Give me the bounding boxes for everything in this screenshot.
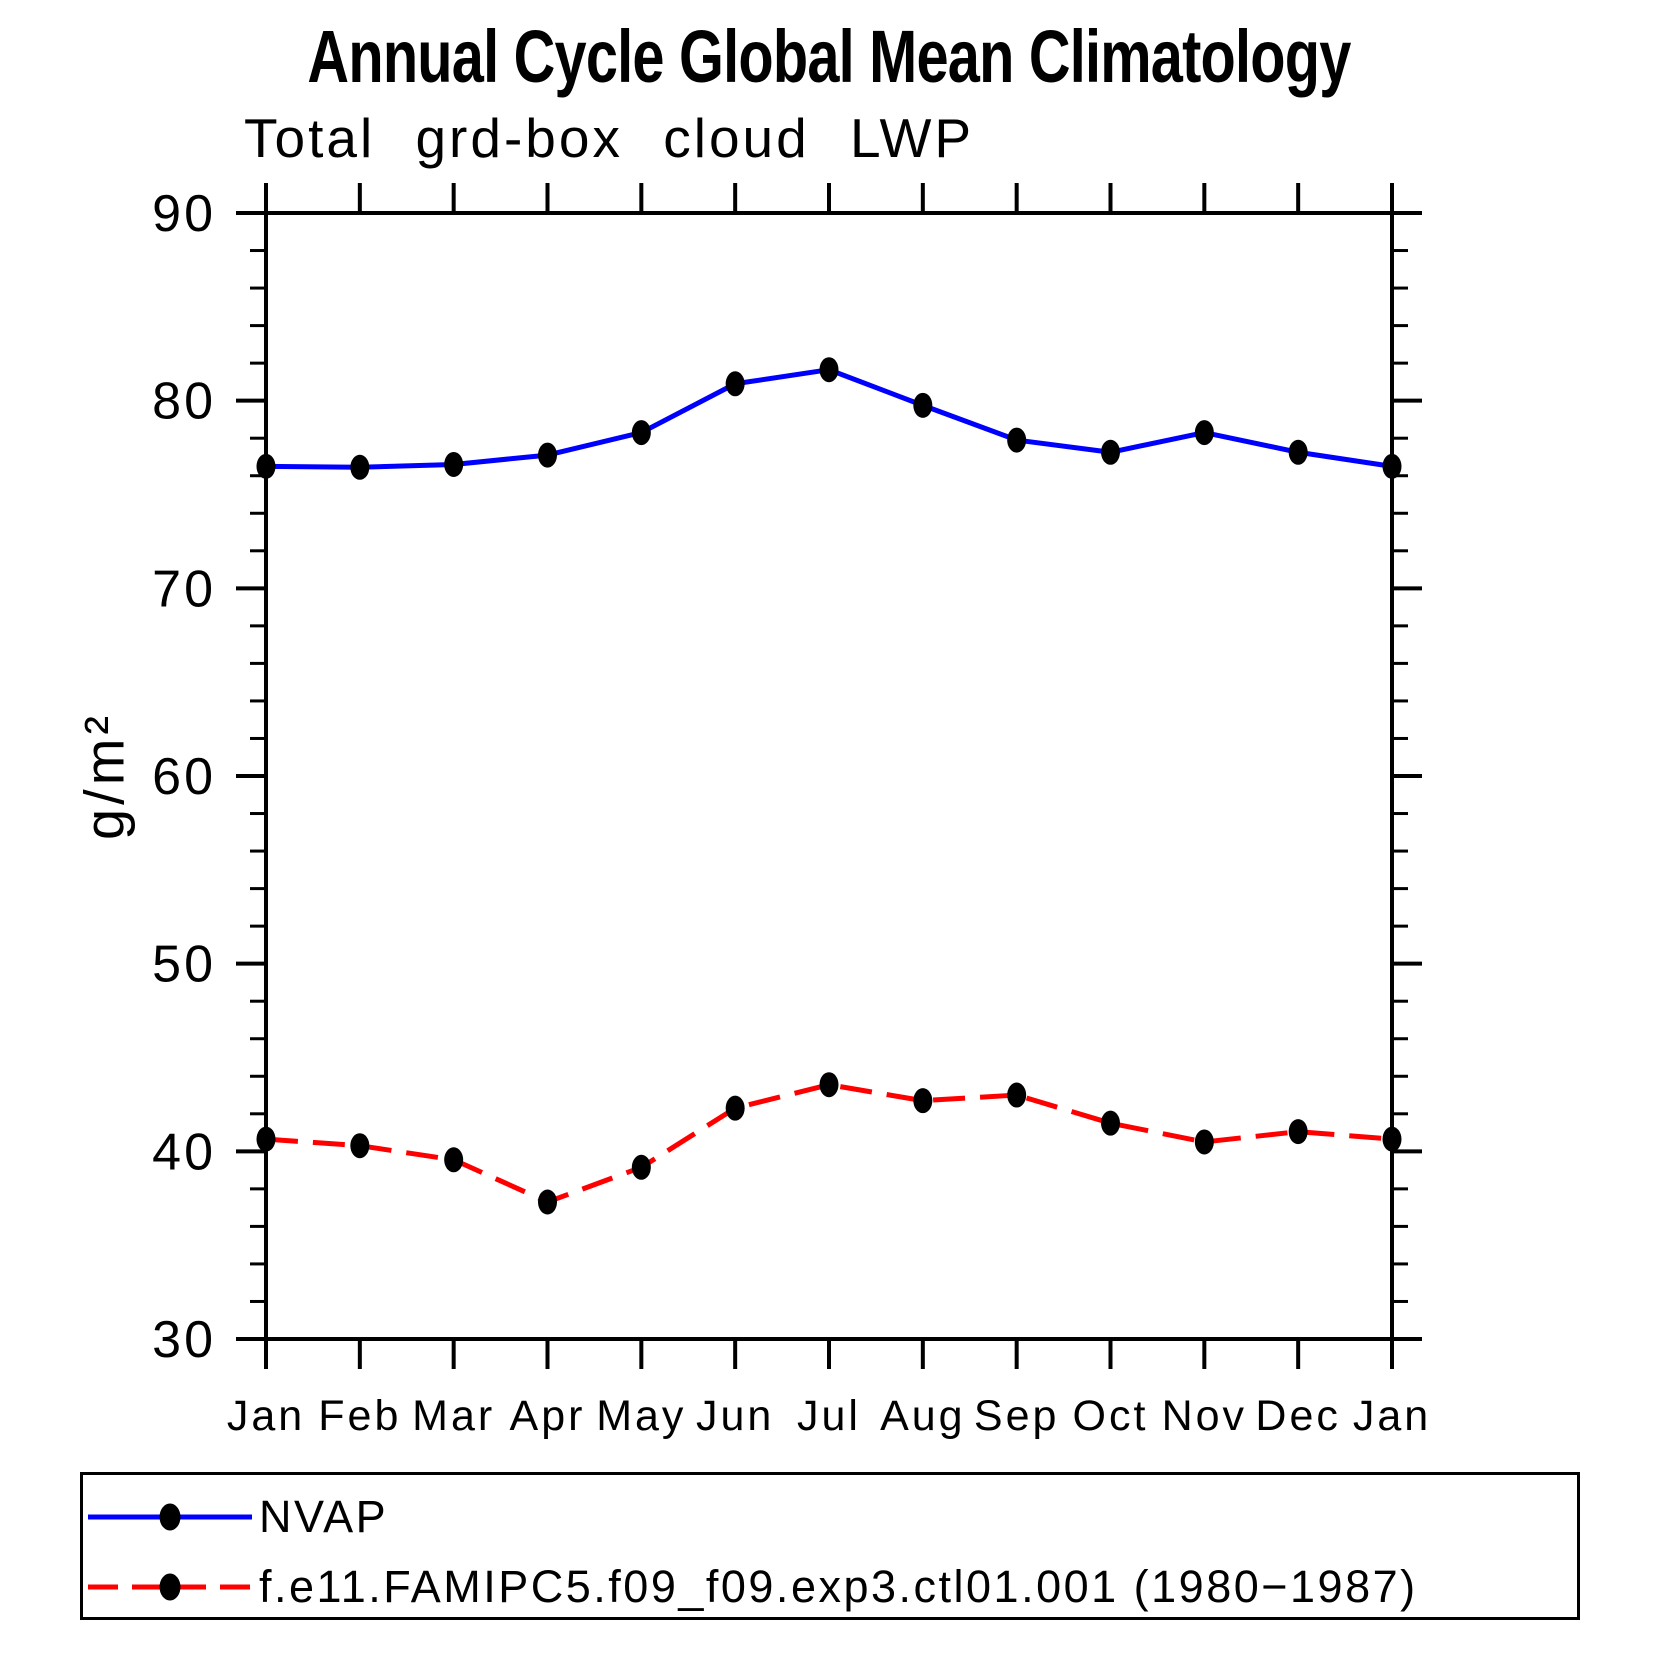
data-point-marker xyxy=(538,442,557,468)
x-tick-label: Jul xyxy=(797,1392,861,1440)
x-tick-label: Apr xyxy=(510,1392,586,1440)
data-point-marker xyxy=(1382,453,1402,479)
x-tick-label: Mar xyxy=(412,1392,495,1440)
data-point-marker xyxy=(444,1147,464,1173)
x-tick-label: Jun xyxy=(696,1392,774,1440)
data-point-marker xyxy=(819,1072,839,1098)
data-point-marker xyxy=(913,1088,933,1114)
model-series xyxy=(256,1072,1402,1215)
data-point-marker xyxy=(725,1095,745,1121)
data-point-marker xyxy=(1007,427,1027,453)
x-tick-label: Jan xyxy=(1353,1392,1431,1440)
legend-item-nvap: NVAP xyxy=(85,1487,388,1547)
data-point-marker xyxy=(725,371,745,397)
data-point-marker xyxy=(913,392,933,418)
y-tick-label: 30 xyxy=(152,1311,216,1369)
chart-subtitle: Total grd-box cloud LWP xyxy=(244,107,975,169)
y-tick-label: 60 xyxy=(152,748,216,806)
data-point-marker xyxy=(1101,439,1120,465)
legend-line-sample-model xyxy=(88,1573,252,1601)
data-point-marker xyxy=(1288,439,1308,465)
y-tick-label: 80 xyxy=(152,373,216,431)
data-point-marker xyxy=(1194,1129,1214,1155)
legend-item-model: f.e11.FAMIPC5.f09_f09.exp3.ctl01.001 (19… xyxy=(85,1557,1418,1617)
data-point-marker xyxy=(1007,1082,1027,1108)
x-tick-label: Sep xyxy=(974,1392,1060,1440)
x-tick-label: Aug xyxy=(880,1392,966,1440)
x-tick-label: Feb xyxy=(318,1392,401,1440)
legend-label-nvap: NVAP xyxy=(259,1491,389,1542)
data-point-marker xyxy=(1382,1126,1402,1152)
data-point-marker xyxy=(1101,1110,1120,1136)
y-tick-label: 40 xyxy=(152,1123,216,1181)
data-point-marker xyxy=(1288,1119,1308,1145)
data-point-marker xyxy=(256,1126,276,1152)
data-point-marker xyxy=(1194,420,1214,446)
legend-line-sample-nvap xyxy=(88,1503,252,1531)
x-tick-label: May xyxy=(596,1392,686,1440)
axes: 30 40 50 60 70 80 90 Jan Feb Mar Apr May Jun Jul Aug Se… xyxy=(152,183,1431,1440)
x-tick-label: Oct xyxy=(1073,1392,1149,1440)
chart-title: Annual Cycle Global Mean Climatology xyxy=(307,15,1351,98)
legend-marker-icon xyxy=(159,1503,181,1531)
y-tick-label: 70 xyxy=(152,560,216,618)
data-point-marker xyxy=(350,1133,370,1159)
data-point-marker xyxy=(538,1189,557,1215)
data-point-marker xyxy=(256,453,276,479)
y-tick-label: 50 xyxy=(152,936,216,994)
x-tick-label: Jan xyxy=(227,1392,305,1440)
data-point-marker xyxy=(350,454,370,480)
data-point-marker xyxy=(631,420,651,446)
legend-box: NVAP f.e11.FAMIPC5.f09_f09.exp3.ctl01.00… xyxy=(80,1472,1580,1620)
legend-label-model: f.e11.FAMIPC5.f09_f09.exp3.ctl01.001 (19… xyxy=(259,1561,1418,1612)
data-point-marker xyxy=(631,1154,651,1180)
x-tick-label: Nov xyxy=(1162,1392,1247,1440)
x-tick-label: Dec xyxy=(1255,1392,1340,1440)
y-tick-label: 90 xyxy=(152,185,216,243)
data-point-marker xyxy=(819,357,839,383)
legend-marker-icon xyxy=(159,1573,181,1601)
data-point-marker xyxy=(444,451,464,477)
nvap-series xyxy=(256,357,1402,480)
